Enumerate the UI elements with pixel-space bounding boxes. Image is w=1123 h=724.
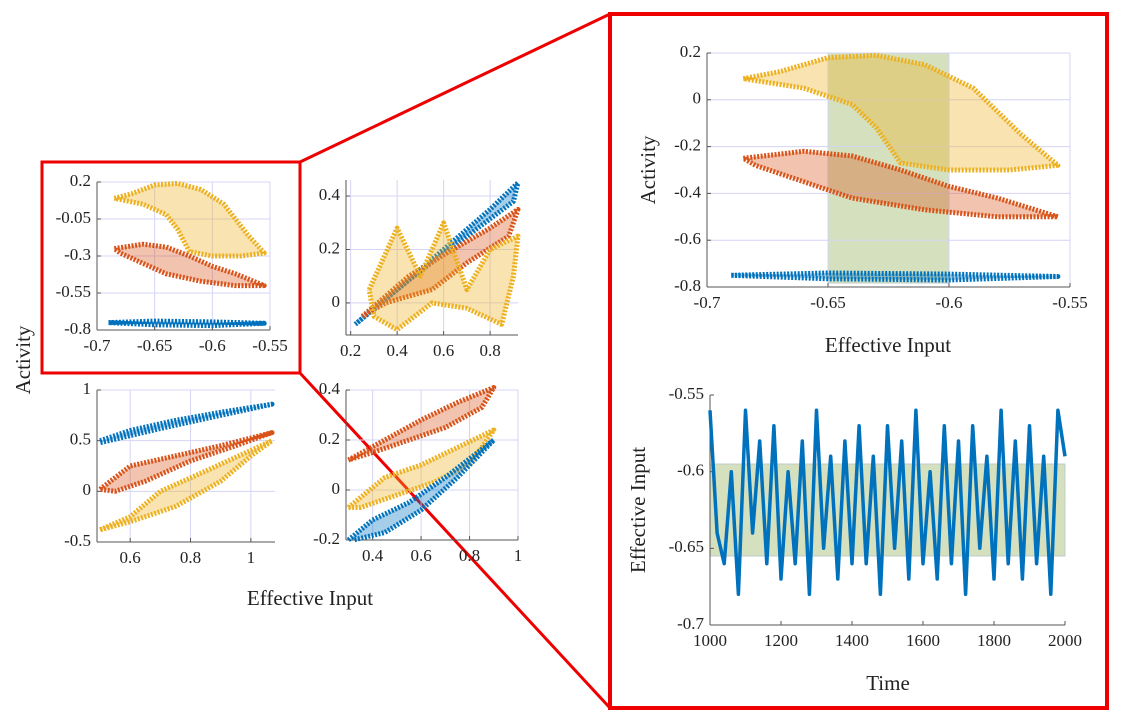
x-tick-label: 0.8 — [180, 548, 201, 567]
y-tick-label: -0.8 — [674, 276, 701, 295]
x-tick-label: 0.8 — [479, 341, 500, 360]
y-tick-label: -0.7 — [677, 614, 704, 633]
x-tick-label: -0.7 — [84, 336, 111, 355]
point-cloud — [112, 241, 267, 289]
y-tick-label: -0.2 — [313, 529, 340, 548]
zoom-box — [40, 160, 302, 375]
point-cloud — [113, 181, 267, 259]
x-tick-label: 1600 — [906, 631, 940, 650]
y-tick-label: -0.2 — [674, 136, 701, 155]
y-tick-label: 0 — [332, 292, 341, 311]
point-cloud — [99, 401, 275, 446]
y-axis-label: Activity — [11, 325, 35, 394]
y-tick-label: 0 — [83, 480, 92, 499]
point-cloud — [742, 148, 1061, 220]
x-tick-label: 2000 — [1048, 631, 1082, 650]
point-cloud — [346, 427, 497, 510]
y-tick-label: -0.5 — [64, 531, 91, 550]
x-tick-label: -0.6 — [199, 336, 226, 355]
x-tick-label: 0.4 — [387, 341, 409, 360]
x-tick-label: -0.65 — [137, 336, 172, 355]
point-cloud — [347, 385, 497, 463]
x-tick-label: 0.8 — [459, 546, 480, 565]
x-tick-label: 1400 — [835, 631, 869, 650]
point-cloud — [98, 430, 275, 494]
y-tick-label: -0.65 — [669, 537, 704, 556]
x-tick-label: -0.7 — [694, 293, 721, 312]
x-axis-label: Time — [866, 671, 910, 695]
y-tick-label: 1 — [83, 379, 92, 398]
y-tick-label: -0.55 — [56, 282, 91, 301]
x-tick-label: 0.4 — [362, 546, 384, 565]
x-tick-label: -0.55 — [1052, 293, 1087, 312]
x-tick-label: 0.6 — [433, 341, 454, 360]
point-cloud — [731, 270, 1061, 283]
x-tick-label: 1200 — [764, 631, 798, 650]
y-tick-label: -0.6 — [674, 229, 701, 248]
point-cloud — [366, 220, 521, 333]
y-tick-label: 0.5 — [70, 430, 91, 449]
y-tick-label: -0.4 — [674, 182, 701, 201]
y-axis-label: Activity — [636, 135, 660, 204]
x-tick-label: -0.55 — [252, 336, 287, 355]
y-tick-label: -0.55 — [669, 384, 704, 403]
y-tick-label: 0 — [332, 479, 341, 498]
x-tick-label: -0.6 — [936, 293, 963, 312]
y-axis-label: Effective Input — [626, 447, 650, 573]
x-tick-label: -0.65 — [810, 293, 845, 312]
y-tick-label: 0.2 — [319, 429, 340, 448]
x-tick-label: 1 — [247, 548, 256, 567]
y-tick-label: -0.8 — [64, 319, 91, 338]
x-tick-label: 1800 — [977, 631, 1011, 650]
x-axis-label: Effective Input — [247, 586, 373, 610]
x-tick-label: 1000 — [693, 631, 727, 650]
y-tick-label: 0.2 — [319, 238, 340, 257]
point-cloud — [346, 437, 497, 543]
x-tick-label: 1 — [514, 546, 523, 565]
y-tick-label: -0.6 — [677, 461, 704, 480]
point-cloud — [108, 318, 267, 329]
point-cloud — [742, 52, 1061, 173]
y-tick-label: 0.4 — [319, 379, 341, 398]
x-tick-label: 0.2 — [340, 341, 361, 360]
data-line — [708, 408, 1067, 597]
point-cloud — [99, 438, 275, 533]
x-tick-label: 0.6 — [410, 546, 431, 565]
y-tick-label: -0.3 — [64, 245, 91, 264]
y-tick-label: 0.2 — [70, 171, 91, 190]
y-tick-label: 0.4 — [319, 185, 341, 204]
y-tick-label: -0.05 — [56, 208, 91, 227]
x-axis-label: Effective Input — [825, 333, 951, 357]
x-tick-label: 0.6 — [120, 548, 141, 567]
zoom-connector — [299, 12, 611, 164]
y-tick-label: 0 — [693, 89, 702, 108]
y-tick-label: 0.2 — [680, 42, 701, 61]
